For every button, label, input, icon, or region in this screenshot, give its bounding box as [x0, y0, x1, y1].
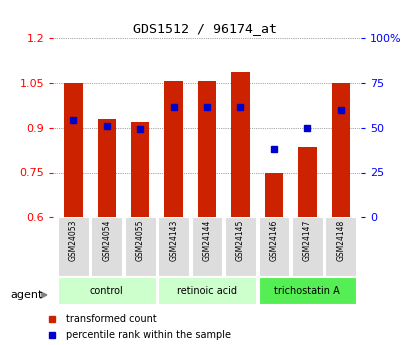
Text: percentile rank within the sample: percentile rank within the sample: [66, 330, 231, 340]
Bar: [198, 81, 216, 217]
Bar: [191, 217, 222, 276]
Text: GDS1512 / 96174_at: GDS1512 / 96174_at: [133, 22, 276, 36]
Bar: [297, 147, 316, 217]
Bar: [258, 217, 289, 276]
Text: trichostatin A: trichostatin A: [274, 286, 339, 296]
Text: GSM24145: GSM24145: [236, 220, 244, 261]
Text: GSM24143: GSM24143: [169, 220, 178, 261]
Bar: [158, 277, 255, 304]
Text: GSM24053: GSM24053: [69, 220, 78, 261]
Text: GSM24054: GSM24054: [102, 220, 111, 261]
Text: retinoic acid: retinoic acid: [177, 286, 236, 296]
Bar: [131, 122, 149, 217]
Bar: [64, 83, 82, 217]
Bar: [325, 217, 355, 276]
Bar: [58, 277, 155, 304]
Text: GSM24147: GSM24147: [302, 220, 311, 261]
Text: GSM24146: GSM24146: [269, 220, 278, 261]
Text: GSM24055: GSM24055: [135, 220, 144, 261]
Text: control: control: [90, 286, 124, 296]
Bar: [291, 217, 322, 276]
Bar: [158, 217, 189, 276]
Bar: [258, 277, 355, 304]
Text: agent: agent: [10, 290, 43, 300]
Bar: [58, 217, 88, 276]
Text: transformed count: transformed count: [66, 314, 157, 324]
Bar: [124, 217, 155, 276]
Text: GSM24144: GSM24144: [202, 220, 211, 261]
Bar: [231, 72, 249, 217]
Bar: [164, 81, 182, 217]
Bar: [331, 83, 349, 217]
Bar: [91, 217, 122, 276]
Text: GSM24148: GSM24148: [335, 220, 344, 261]
Bar: [264, 172, 282, 217]
Bar: [225, 217, 255, 276]
Bar: [97, 119, 116, 217]
